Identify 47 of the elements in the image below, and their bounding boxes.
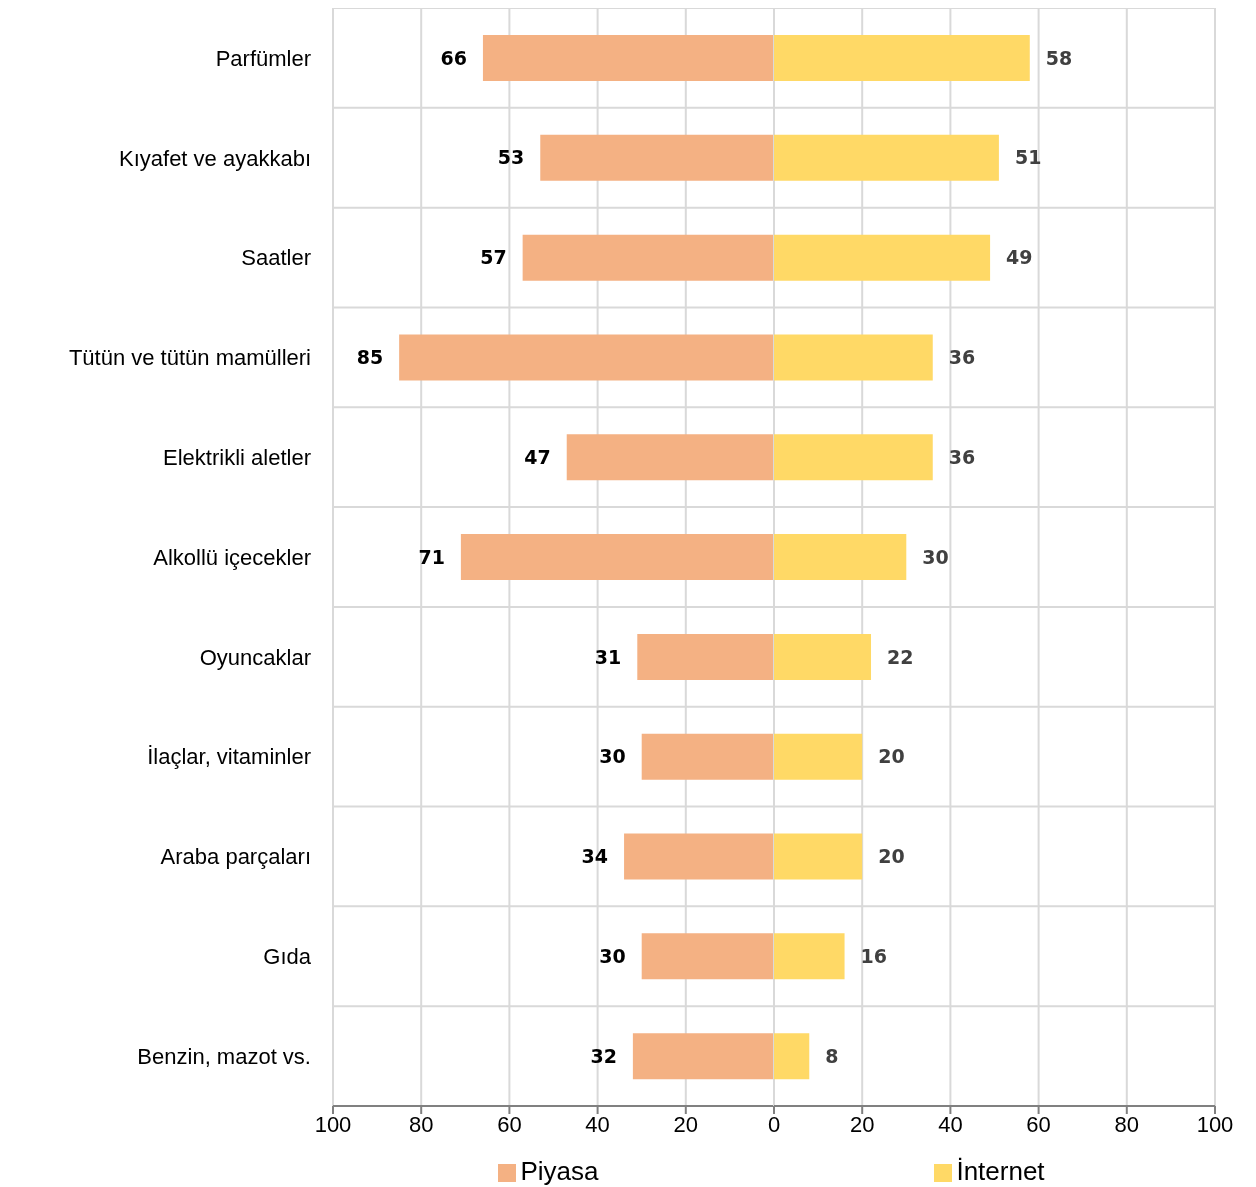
x-tick-label: 80 xyxy=(1114,1111,1140,1137)
data-label: 66 xyxy=(440,46,467,69)
data-label: 20 xyxy=(878,845,905,868)
data-label: 36 xyxy=(948,346,976,369)
data-label: 31 xyxy=(594,645,622,668)
data-label: 20 xyxy=(878,745,905,768)
y-tick-label: Tütün ve tütün mamülleri xyxy=(68,345,311,371)
x-tick-label: 60 xyxy=(497,1111,522,1137)
data-label: 32 xyxy=(590,1044,617,1067)
x-tick-label: 0 xyxy=(767,1111,781,1137)
y-tick-label: Elektrikli aletler xyxy=(163,444,311,470)
data-label: 30 xyxy=(599,745,626,768)
x-tick-label: 100 xyxy=(314,1111,352,1137)
data-label: 71 xyxy=(418,545,445,568)
legend-label: Piyasa xyxy=(520,1156,599,1186)
data-label: 30 xyxy=(922,545,949,568)
data-label: 85 xyxy=(356,346,384,369)
x-tick-label: 100 xyxy=(1196,1111,1234,1137)
data-label: 53 xyxy=(497,146,525,169)
y-tick-label: İlaçlar, vitaminler xyxy=(147,744,311,770)
data-label: 49 xyxy=(1006,246,1033,269)
data-label: 51 xyxy=(1014,146,1042,169)
x-tick-label: 40 xyxy=(938,1111,963,1137)
bar xyxy=(774,1033,810,1080)
y-tick-label: Kıyafet ve ayakkabı xyxy=(119,145,311,171)
data-label: 16 xyxy=(860,945,888,968)
legend-label: İnternet xyxy=(956,1156,1045,1186)
y-tick-label: Oyuncaklar xyxy=(199,644,311,670)
x-tick-label: 60 xyxy=(1026,1111,1051,1137)
data-label: 30 xyxy=(599,945,626,968)
data-label: 57 xyxy=(480,246,507,269)
y-tick-label: Alkollü içecekler xyxy=(153,544,311,570)
x-tick-label: 80 xyxy=(408,1111,434,1137)
y-tick-label: Saatler xyxy=(241,245,311,271)
x-tick-label: 20 xyxy=(673,1111,699,1137)
data-label: 58 xyxy=(1045,46,1073,69)
data-label: 34 xyxy=(581,845,609,868)
y-tick-label: Benzin, mazot vs. xyxy=(137,1043,311,1069)
y-tick-label: Gıda xyxy=(263,944,312,970)
y-tick-label: Araba parçaları xyxy=(160,844,311,870)
y-tick-label: Parfümler xyxy=(215,45,311,71)
x-tick-label: 40 xyxy=(585,1111,610,1137)
data-label: 8 xyxy=(825,1044,839,1067)
data-label: 22 xyxy=(887,645,914,668)
data-label: 36 xyxy=(948,445,976,468)
data-label: 47 xyxy=(524,445,551,468)
x-tick-label: 20 xyxy=(849,1111,875,1137)
